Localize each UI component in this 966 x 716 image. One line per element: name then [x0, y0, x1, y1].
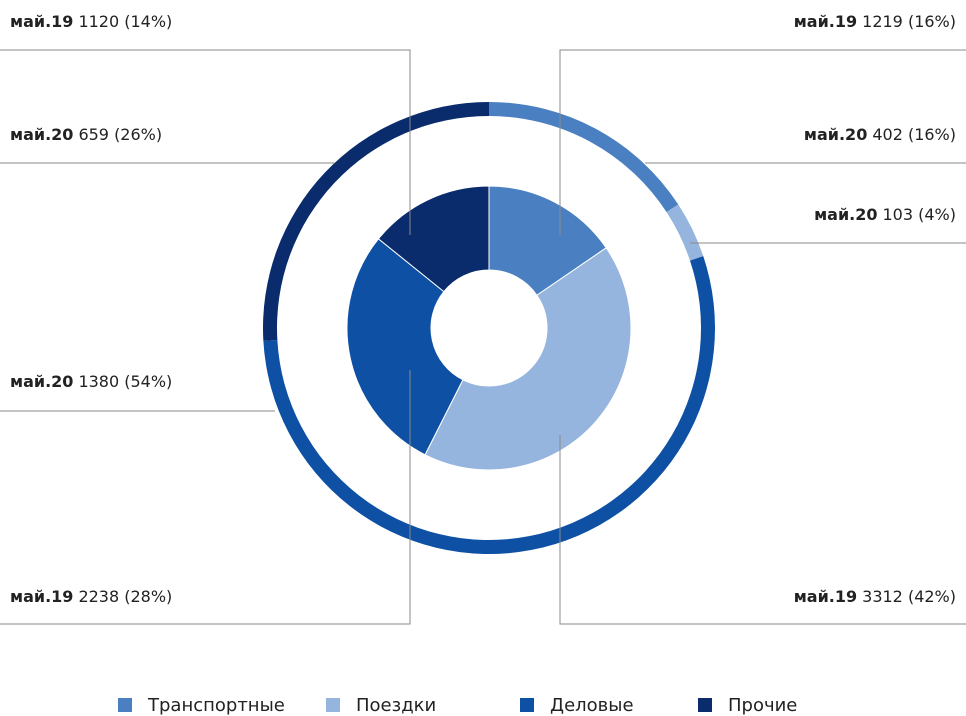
data-label: май.20 103 (4%) — [814, 205, 956, 224]
value-label: 659 (26%) — [78, 125, 162, 144]
value-label: 1380 (54%) — [78, 372, 172, 391]
legend-label: Поездки — [356, 695, 436, 716]
series-name: май.19 — [794, 587, 857, 606]
series-name: май.19 — [10, 587, 73, 606]
leader-line — [0, 49, 411, 235]
series-name: май.19 — [10, 12, 73, 31]
legend-swatch — [118, 698, 132, 712]
donut-segment — [489, 102, 679, 213]
data-label: май.19 3312 (42%) — [794, 587, 956, 606]
legend-label: Деловые — [550, 695, 634, 716]
leader-line — [0, 370, 411, 625]
series-name: май.19 — [794, 12, 857, 31]
leader-line — [559, 435, 966, 625]
donut-segment — [346, 238, 464, 456]
leader-line — [559, 49, 966, 235]
data-label: май.19 1120 (14%) — [10, 12, 172, 31]
legend-swatch — [698, 698, 712, 712]
value-label: 103 (4%) — [883, 205, 957, 224]
donut-segment — [666, 204, 704, 261]
value-label: 402 (16%) — [872, 125, 956, 144]
legend-swatch — [326, 698, 340, 712]
data-label: май.20 659 (26%) — [10, 125, 162, 144]
donut-segment — [424, 247, 632, 471]
series-name: май.20 — [10, 125, 73, 144]
donut-segment — [377, 185, 490, 293]
value-label: 1120 (14%) — [78, 12, 172, 31]
legend-label: Прочие — [728, 695, 797, 716]
series-name: май.20 — [804, 125, 867, 144]
value-label: 1219 (16%) — [862, 12, 956, 31]
series-name: май.20 — [10, 372, 73, 391]
series-name: май.20 — [814, 205, 877, 224]
data-label: май.19 1219 (16%) — [794, 12, 956, 31]
donut-segment — [488, 185, 607, 296]
legend-swatch — [520, 698, 534, 712]
data-label: май.20 1380 (54%) — [10, 372, 172, 391]
data-label: май.20 402 (16%) — [804, 125, 956, 144]
legend-label: Транспортные — [147, 695, 285, 716]
value-label: 2238 (28%) — [78, 587, 172, 606]
data-label: май.19 2238 (28%) — [10, 587, 172, 606]
value-label: 3312 (42%) — [862, 587, 956, 606]
